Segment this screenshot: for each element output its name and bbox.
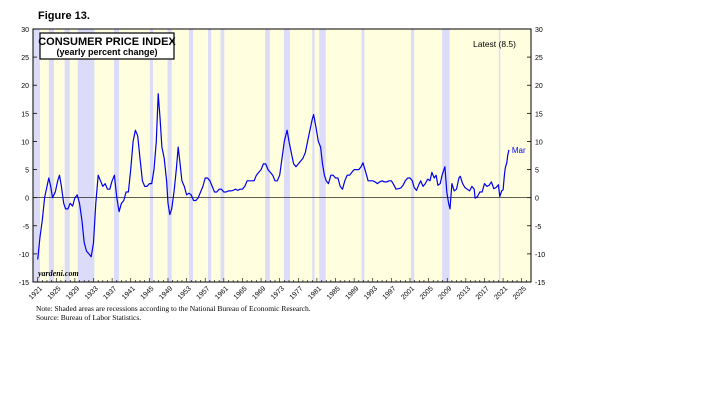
recession-band (48, 29, 54, 282)
cpi-series-line (37, 93, 510, 260)
x-tick-label: 1921 (28, 285, 44, 301)
x-tick-label: 1977 (289, 285, 305, 301)
x-tick-label: 1973 (270, 285, 286, 301)
x-tick-label: 1985 (326, 285, 342, 301)
y-tick-label-right: 20 (535, 83, 543, 90)
x-tick-label: 2025 (512, 285, 528, 301)
y-tick-label-right: 25 (535, 55, 543, 62)
recession-band (188, 29, 194, 282)
recession-band (207, 29, 212, 282)
plot-frame (32, 28, 532, 283)
recession-band (312, 29, 315, 282)
recession-band (33, 29, 40, 282)
y-tick-label-left: -5 (23, 224, 29, 231)
y-tick-label-left: -10 (19, 252, 29, 259)
recession-band (410, 29, 415, 282)
x-tick-label: 1997 (382, 285, 398, 301)
figure-label: Figure 13. (38, 10, 90, 22)
y-tick-label-right: -5 (535, 224, 541, 231)
recession-band (77, 29, 95, 282)
y-tick-label-right: 10 (535, 139, 543, 146)
x-tick-label: 1965 (233, 285, 249, 301)
y-tick-label-left: 25 (21, 55, 29, 62)
y-tick-label-right: 0 (535, 196, 539, 203)
x-tick-label: 1945 (140, 285, 156, 301)
recession-band (64, 29, 70, 282)
x-tick-label: 2021 (493, 285, 509, 301)
latest-value-annotation: Latest (8.5) (473, 39, 516, 49)
y-tick-label-right: 5 (535, 168, 539, 175)
x-tick-label: 1929 (65, 285, 81, 301)
x-tick-label: 1961 (214, 285, 230, 301)
recession-band (149, 29, 154, 282)
recession-band (319, 29, 326, 282)
y-tick-label-left: 10 (21, 139, 29, 146)
x-tick-label: 1993 (363, 285, 379, 301)
recession-band (113, 29, 120, 282)
recession-bands (33, 29, 501, 282)
recession-note: Note: Shaded areas are recessions accord… (36, 304, 311, 313)
y-tick-label-left: 30 (21, 27, 29, 34)
chart-title: CONSUMER PRICE INDEX (38, 36, 176, 48)
y-tick-label-left: 15 (21, 111, 29, 118)
recession-band (442, 29, 450, 282)
recession-band (361, 29, 365, 282)
series-end-label: Mar (512, 146, 526, 155)
chart-subtitle: (yearly percent change) (56, 47, 157, 57)
recession-band (283, 29, 290, 282)
y-tick-label-left: 0 (25, 196, 29, 203)
recession-band (220, 29, 225, 282)
x-tick-label: 2017 (475, 285, 491, 301)
watermark: yardeni.com (37, 269, 79, 278)
x-tick-label: 1953 (177, 285, 193, 301)
y-tick-label-left: 5 (25, 168, 29, 175)
x-tick-label: 1989 (344, 285, 360, 301)
recession-band (498, 29, 501, 282)
x-tick-label: 1949 (158, 285, 174, 301)
y-tick-label-right: 30 (535, 27, 543, 34)
x-tick-label: 2009 (438, 285, 454, 301)
source-note: Source: Bureau of Labor Statistics. (36, 313, 142, 322)
x-tick-label: 1937 (102, 285, 118, 301)
y-tick-label-right: -15 (535, 280, 545, 287)
x-tick-label: 1925 (47, 285, 63, 301)
x-tick-label: 1957 (195, 285, 211, 301)
x-tick-label: 2005 (419, 285, 435, 301)
title-box (39, 32, 175, 60)
x-tick-label: 1941 (121, 285, 137, 301)
x-tick-label: 1933 (84, 285, 100, 301)
x-tick-label: 2013 (456, 285, 472, 301)
y-tick-label-right: 15 (535, 111, 543, 118)
y-tick-label-left: 20 (21, 83, 29, 90)
recession-band (265, 29, 270, 282)
x-tick-label: 2001 (400, 285, 416, 301)
y-tick-label-left: -15 (19, 280, 29, 287)
x-tick-label: 1969 (251, 285, 267, 301)
y-tick-label-right: -10 (535, 252, 545, 259)
recession-band (167, 29, 172, 282)
x-tick-label: 1981 (307, 285, 323, 301)
